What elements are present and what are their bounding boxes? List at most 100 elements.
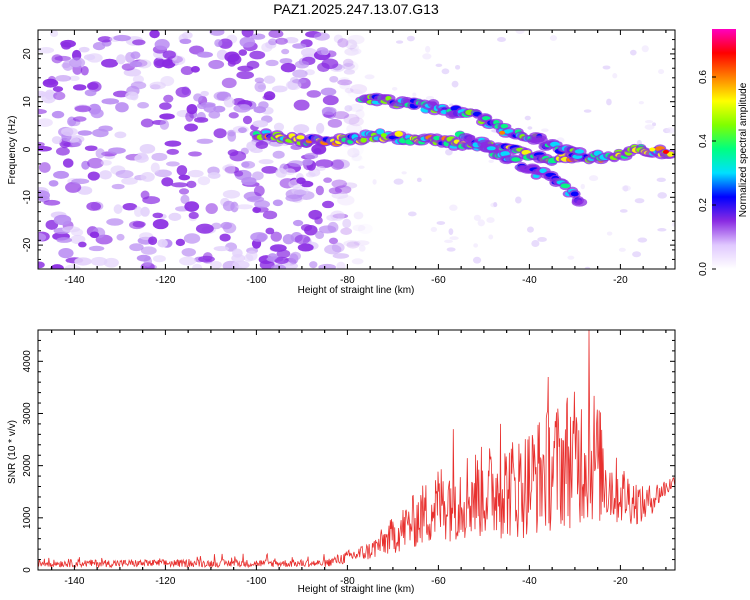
noise-blob: [213, 245, 230, 252]
noise-blob: [239, 104, 251, 111]
ridge-core: [360, 137, 367, 143]
noise-blob: [265, 59, 279, 67]
noise-blob: [324, 244, 342, 255]
noise-blob: [64, 264, 81, 269]
noise-blob: [181, 31, 193, 39]
noise-blob: [580, 183, 585, 190]
noise-blob: [162, 50, 176, 60]
noise-blob: [337, 38, 349, 48]
x-tick-label: -80: [340, 275, 355, 286]
noise-blob: [231, 265, 243, 269]
noise-blob: [125, 91, 138, 100]
noise-blob: [583, 109, 592, 113]
noise-blob: [472, 256, 482, 264]
noise-blob: [657, 228, 667, 232]
x-tick-label: -40: [522, 576, 537, 587]
spectrogram-heatmap: [38, 30, 675, 269]
noise-blob: [221, 77, 237, 89]
noise-blob: [90, 256, 108, 266]
noise-blob: [644, 120, 654, 124]
noise-blob: [531, 240, 540, 247]
noise-blob: [103, 257, 119, 268]
noise-blob: [140, 171, 155, 182]
noise-blob: [261, 166, 278, 174]
noise-blob: [449, 236, 459, 241]
noise-blob: [302, 158, 313, 166]
noise-blob: [171, 182, 188, 188]
noise-blob: [602, 65, 611, 70]
noise-blob: [137, 102, 149, 109]
noise-blob: [348, 116, 364, 127]
noise-blob: [178, 174, 191, 181]
snr-y-label: SNR (10 * v/v): [7, 420, 18, 484]
noise-blob: [200, 90, 209, 97]
noise-blob: [337, 79, 353, 86]
noise-blob: [445, 148, 453, 156]
noise-blob: [273, 122, 285, 132]
colorbar-tick-label: 0.2: [698, 198, 709, 212]
noise-blob: [197, 51, 213, 58]
noise-blob: [92, 42, 106, 51]
noise-blob: [181, 247, 197, 257]
noise-blob: [444, 239, 453, 244]
noise-blob: [62, 226, 81, 233]
noise-blob: [51, 136, 62, 145]
noise-blob: [176, 165, 188, 176]
noise-blob: [98, 125, 113, 132]
noise-blob: [348, 103, 364, 112]
noise-blob: [282, 234, 295, 245]
noise-blob: [241, 176, 257, 186]
noise-blob: [336, 261, 346, 269]
noise-blob: [254, 200, 271, 209]
noise-blob: [56, 237, 73, 243]
ridge-core: [433, 135, 441, 141]
noise-blob: [412, 92, 417, 97]
noise-blob: [250, 232, 268, 242]
noise-blob: [665, 127, 675, 134]
ridge-core: [539, 168, 547, 174]
x-tick-label: -60: [431, 275, 446, 286]
noise-blob: [55, 74, 72, 82]
x-tick-label: -120: [155, 275, 175, 286]
noise-blob: [291, 186, 309, 195]
noise-blob: [486, 217, 495, 224]
noise-blob: [265, 227, 275, 235]
noise-blob: [54, 55, 72, 62]
noise-blob: [638, 101, 644, 105]
ridge-peak: [649, 147, 656, 152]
noise-blob: [347, 147, 360, 158]
noise-blob: [154, 169, 172, 178]
noise-blob: [632, 251, 642, 258]
noise-blob: [330, 159, 345, 170]
noise-blob: [72, 84, 87, 91]
noise-blob: [38, 232, 47, 242]
noise-blob: [222, 200, 235, 212]
noise-blob: [60, 39, 76, 48]
y-tick-label: 0: [22, 146, 33, 152]
noise-blob: [154, 39, 170, 50]
noise-blob: [292, 78, 307, 84]
noise-blob: [294, 234, 311, 245]
noise-blob: [53, 214, 72, 226]
noise-blob: [524, 115, 531, 121]
noise-blob: [316, 47, 329, 56]
noise-blob: [407, 211, 417, 217]
noise-blob: [80, 66, 89, 76]
y-tick-label: 10: [22, 96, 33, 108]
y-tick-label: 2000: [22, 454, 33, 477]
noise-blob: [275, 168, 287, 178]
noise-blob: [342, 58, 354, 67]
noise-blob: [249, 50, 266, 60]
noise-blob: [268, 30, 284, 39]
noise-blob: [252, 171, 264, 181]
noise-blob: [246, 60, 260, 69]
noise-blob: [237, 127, 247, 133]
noise-blob: [328, 187, 342, 195]
noise-blob: [65, 181, 82, 193]
noise-blob: [612, 73, 618, 79]
noise-blob: [454, 65, 461, 70]
noise-blob: [73, 116, 87, 122]
noise-blob: [51, 110, 65, 119]
noise-blob: [497, 37, 506, 43]
noise-blob: [275, 37, 288, 45]
